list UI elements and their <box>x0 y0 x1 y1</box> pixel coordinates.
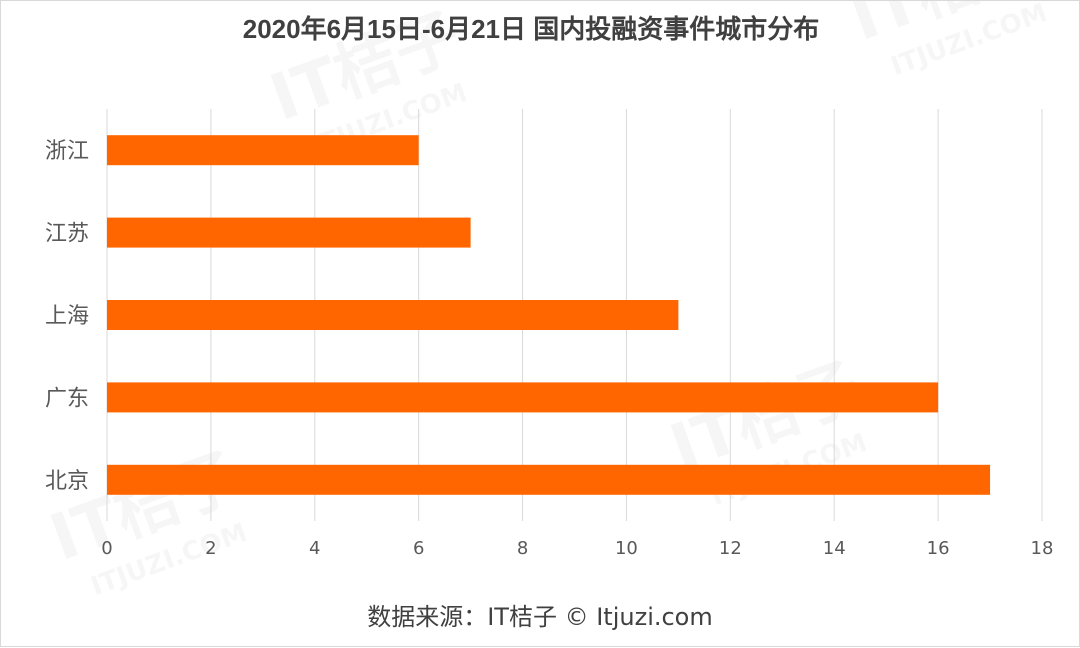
category-label: 浙江 <box>45 139 89 164</box>
x-tick-label: 6 <box>413 538 424 559</box>
category-label: 江苏 <box>45 222 89 247</box>
bar <box>107 217 471 248</box>
x-tick-label: 4 <box>309 538 320 559</box>
x-tick-label: 10 <box>615 538 638 559</box>
bar <box>107 464 991 495</box>
bar <box>107 382 939 413</box>
x-tick-label: 16 <box>927 538 950 559</box>
x-tick-label: 2 <box>205 538 216 559</box>
x-tick-label: 0 <box>101 538 112 559</box>
x-tick-label: 12 <box>719 538 742 559</box>
x-tick-label: 18 <box>1031 538 1054 559</box>
x-tick-label: 14 <box>823 538 846 559</box>
bar <box>107 300 679 330</box>
bar <box>107 135 419 166</box>
category-label: 北京 <box>45 469 89 494</box>
category-label: 广东 <box>45 386 89 411</box>
x-tick-labels: 0 2 4 6 8 10 12 14 16 18 <box>101 538 1053 559</box>
source-note: 数据来源：IT桔子 © Itjuzi.com <box>367 603 713 631</box>
chart-title: 2020年6月15日-6月21日 国内投融资事件城市分布 <box>242 14 820 44</box>
bars <box>107 135 991 495</box>
category-label: 上海 <box>45 304 89 329</box>
x-tick-label: 8 <box>517 538 528 559</box>
